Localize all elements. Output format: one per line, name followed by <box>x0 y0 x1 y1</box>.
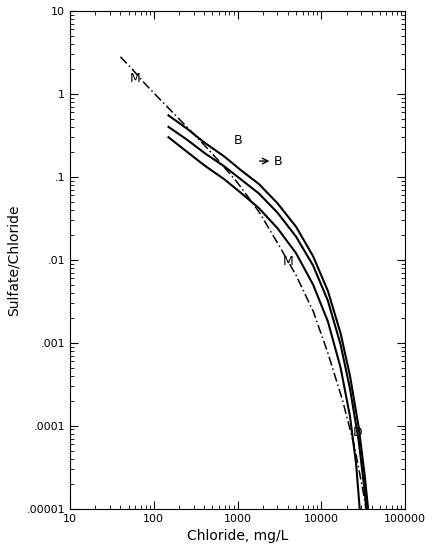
X-axis label: Chloride, mg/L: Chloride, mg/L <box>187 529 288 543</box>
Text: D: D <box>353 426 363 439</box>
Y-axis label: Sulfate/Chloride: Sulfate/Chloride <box>7 204 21 316</box>
Text: M: M <box>283 255 294 268</box>
Text: B: B <box>274 155 282 168</box>
Text: M: M <box>130 72 141 85</box>
Text: B: B <box>234 134 242 147</box>
